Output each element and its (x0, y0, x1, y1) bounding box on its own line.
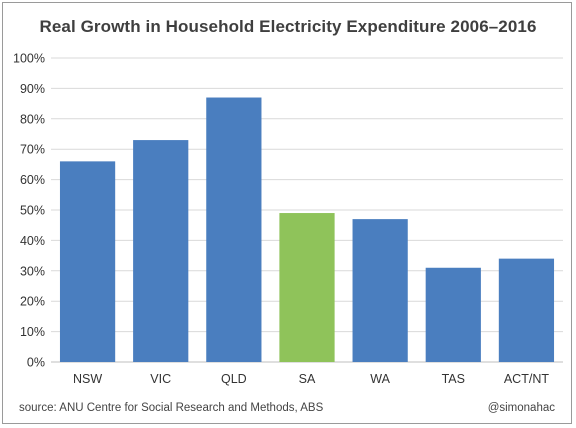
x-tick-label: WA (370, 372, 390, 386)
y-tick-label: 50% (20, 204, 45, 218)
y-tick-label: 60% (20, 173, 45, 187)
y-tick-label: 10% (20, 325, 45, 339)
bar-act-nt (498, 258, 555, 362)
x-tick-label: ACT/NT (504, 372, 550, 386)
bar-qld (206, 97, 262, 363)
chart-frame: Real Growth in Household Electricity Exp… (2, 2, 572, 424)
y-tick-label: 90% (20, 82, 45, 96)
y-tick-label: 70% (20, 143, 45, 157)
source-note: source: ANU Centre for Social Research a… (19, 402, 324, 414)
x-tick-label: NSW (73, 372, 102, 386)
bar-nsw (59, 161, 116, 362)
y-tick-label: 40% (20, 234, 45, 248)
author-credit: @simonahac (487, 402, 555, 414)
bar-chart: 0% 10% 20% 30% 40% 50% 60% 70% 80% 90% 100% NSW VIC Q… (13, 52, 563, 386)
chart-title: Real Growth in Household Electricity Exp… (39, 17, 537, 36)
x-tick-label: QLD (221, 372, 247, 386)
bar-sa (279, 213, 335, 362)
x-tick-label: SA (299, 372, 316, 386)
bar-tas (425, 267, 481, 362)
x-tick-label: TAS (442, 372, 465, 386)
bar-vic (133, 140, 189, 362)
y-tick-label: 80% (20, 112, 45, 126)
y-tick-label: 20% (20, 295, 45, 309)
y-tick-label: 0% (27, 356, 45, 370)
bar-wa (352, 219, 408, 362)
y-tick-label: 30% (20, 264, 45, 278)
x-tick-label: VIC (150, 372, 171, 386)
y-tick-label: 100% (13, 52, 45, 66)
